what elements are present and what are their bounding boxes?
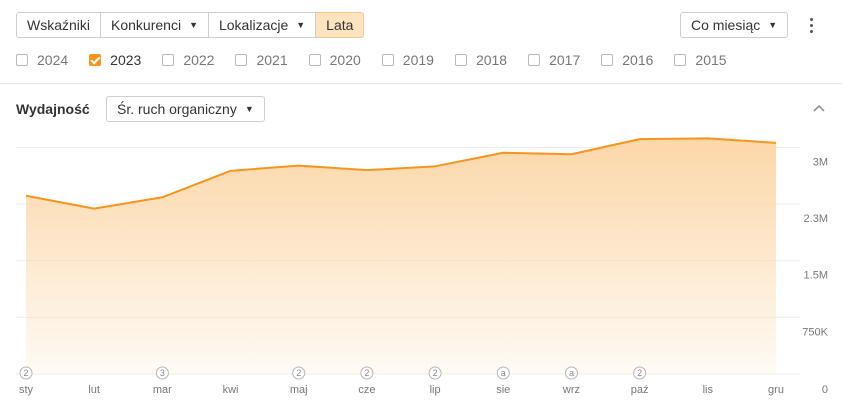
annotation-badge	[19, 366, 33, 380]
year-2017[interactable]: 2017	[528, 52, 580, 68]
chevron-up-icon[interactable]	[811, 100, 827, 116]
tab-metrics[interactable]: Wskaźniki	[16, 12, 102, 38]
y-tick-label: 750K	[802, 326, 828, 338]
year-label: 2018	[475, 52, 508, 68]
year-label: 2020	[329, 52, 361, 68]
checkbox[interactable]	[16, 54, 28, 66]
year-2016[interactable]: 2016	[601, 52, 653, 68]
x-tick-label: cze	[358, 384, 375, 396]
tab-competitors-label: Konkurenci	[111, 17, 182, 33]
annotation-badge	[292, 366, 306, 380]
annotation-badge-label: a	[569, 368, 574, 378]
y-tick-label: 0	[822, 384, 828, 396]
annotation-badge-label: 2	[637, 368, 642, 378]
year-2020[interactable]: 2020	[308, 52, 361, 68]
tab-locations-label: Lokalizacje	[218, 17, 289, 33]
frequency-label: Co miesiąc	[691, 17, 761, 33]
annotation-badge-label: 2	[433, 368, 438, 378]
traffic-chart: 3M 2.3M 1.5M 750K 0 sty lut mar kwi maj cze lip sie…	[16, 137, 829, 396]
caret-down-icon: ▼	[189, 20, 198, 30]
x-tick-label: paź	[631, 384, 649, 396]
year-2019[interactable]: 2019	[381, 52, 434, 68]
caret-down-icon: ▼	[768, 20, 778, 30]
x-tick-label: kwi	[223, 384, 239, 396]
checkbox[interactable]	[308, 54, 321, 66]
x-tick-label: wrz	[562, 384, 580, 396]
checkbox[interactable]	[601, 54, 614, 66]
checkbox[interactable]	[528, 54, 541, 66]
annotation-badge	[496, 366, 510, 380]
view-tabs: Wskaźniki Konkurenci ▼ Lokalizacje ▼ Lat…	[16, 12, 365, 38]
year-label: 2022	[183, 52, 215, 68]
tab-metrics-label: Wskaźniki	[27, 17, 91, 33]
series-area	[26, 138, 776, 374]
performance-title: Wydajność	[16, 101, 90, 117]
year-label: 2021	[256, 52, 288, 68]
annotation-badge	[155, 366, 169, 380]
year-2023[interactable]: 2023	[89, 52, 141, 68]
checkbox[interactable]	[162, 54, 175, 66]
year-label: 2019	[402, 52, 434, 68]
annotation-badge-label: a	[501, 368, 506, 378]
year-2022[interactable]: 2022	[162, 52, 214, 68]
x-tick-label: maj	[290, 384, 308, 396]
section-divider	[0, 83, 842, 84]
annotation-badge	[428, 366, 442, 380]
x-tick-label: lut	[88, 384, 100, 396]
year-2018[interactable]: 2018	[454, 52, 508, 68]
annotation-badge	[564, 366, 578, 380]
year-label: 2024	[37, 52, 69, 68]
annotation-badge	[360, 366, 374, 380]
metric-label: Śr. ruch organiczny	[117, 101, 237, 117]
checkbox[interactable]	[235, 54, 248, 66]
series-line	[25, 137, 777, 210]
y-tick-label: 2.3M	[804, 213, 828, 225]
caret-down-icon: ▼	[244, 104, 254, 114]
year-label: 2023	[110, 52, 142, 68]
year-label: 2015	[695, 52, 727, 68]
x-tick-label: lis	[703, 384, 714, 396]
tab-competitors[interactable]: Konkurenci ▼	[101, 12, 209, 38]
x-tick-label: sie	[496, 384, 510, 396]
year-2024[interactable]: 2024	[16, 52, 68, 68]
tab-years[interactable]: Lata	[316, 12, 365, 38]
caret-down-icon: ▼	[296, 20, 306, 30]
checkbox[interactable]	[454, 54, 467, 66]
year-label: 2017	[549, 52, 581, 68]
annotation-badge-label: 2	[364, 368, 369, 378]
checkbox[interactable]	[89, 54, 102, 66]
checkbox[interactable]	[674, 54, 687, 66]
tab-locations[interactable]: Lokalizacje ▼	[208, 12, 317, 38]
x-tick-label: sty	[19, 384, 34, 396]
x-tick-label: gru	[768, 384, 784, 396]
x-tick-label: mar	[153, 384, 172, 396]
tab-years-label: Lata	[326, 17, 354, 33]
metric-dropdown[interactable]: Śr. ruch organiczny ▼	[106, 96, 265, 122]
annotation-badge-label: 2	[23, 368, 28, 378]
y-tick-label: 3M	[813, 156, 828, 168]
y-tick-label: 1.5M	[804, 270, 828, 282]
year-2021[interactable]: 2021	[235, 52, 288, 68]
annotation-badge	[633, 366, 647, 380]
frequency-dropdown[interactable]: Co miesiąc ▼	[680, 12, 789, 38]
x-tick-label: lip	[430, 384, 441, 396]
year-label: 2016	[622, 52, 654, 68]
year-filter: 2024 2023 2022 2021 2020 2019 2018 2017 …	[16, 52, 748, 68]
annotation-badge-label: 3	[160, 368, 165, 378]
annotation-badge-label: 2	[296, 368, 301, 378]
year-2015[interactable]: 2015	[674, 52, 727, 68]
checkbox[interactable]	[381, 54, 394, 66]
kebab-menu-icon[interactable]	[801, 14, 821, 36]
